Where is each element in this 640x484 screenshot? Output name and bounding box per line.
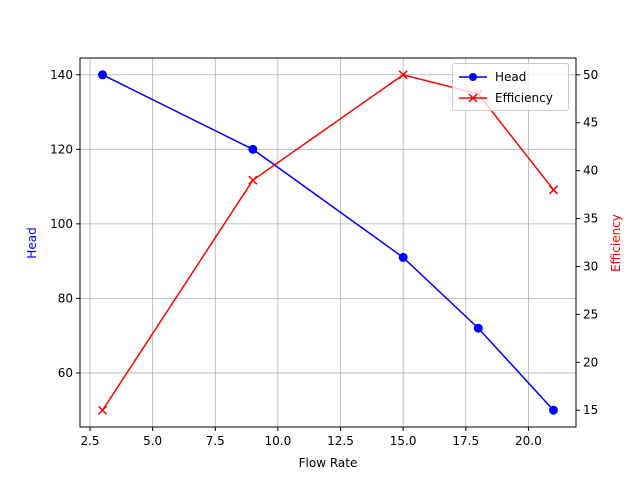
legend-item-efficiency: Efficiency: [459, 88, 553, 108]
svg-text:80: 80: [58, 291, 73, 305]
svg-text:20: 20: [583, 355, 598, 369]
grid-lines: [80, 58, 576, 427]
series-line-efficiency: [101, 73, 555, 411]
x-axis-ticks: 2.5 5.0 7.5 10.0 12.5 15.0 17.5 20.0: [80, 427, 542, 448]
svg-text:60: 60: [58, 366, 73, 380]
svg-text:12.5: 12.5: [327, 434, 354, 448]
legend-label: Head: [495, 70, 527, 84]
series-layer: [98, 70, 558, 415]
data-point: [98, 70, 108, 80]
data-point: [548, 405, 558, 415]
series-line-head: [102, 74, 555, 411]
data-point: [98, 405, 108, 415]
svg-text:25: 25: [583, 307, 598, 321]
svg-text:50: 50: [583, 68, 598, 82]
svg-text:17.5: 17.5: [452, 434, 479, 448]
circle-marker-icon: [459, 73, 487, 81]
svg-text:2.5: 2.5: [80, 434, 99, 448]
svg-text:30: 30: [583, 259, 598, 273]
svg-text:20.0: 20.0: [515, 434, 542, 448]
data-point: [248, 175, 258, 185]
y-axis-label: Head: [25, 227, 39, 258]
y-axis-ticks: 60 80 100 120 140: [50, 68, 80, 380]
plot-frame: [79, 57, 577, 428]
svg-text:15: 15: [583, 403, 598, 417]
y-right-axis-label: Efficiency: [609, 214, 623, 272]
svg-text:140: 140: [50, 68, 73, 82]
svg-text:15.0: 15.0: [390, 434, 417, 448]
svg-text:10.0: 10.0: [265, 434, 292, 448]
data-point: [398, 70, 408, 80]
legend-label: Efficiency: [495, 91, 553, 105]
svg-text:35: 35: [583, 212, 598, 226]
legend: Head Efficiency: [452, 63, 569, 111]
x-marker-icon: [459, 93, 487, 103]
data-point: [248, 144, 258, 154]
svg-text:120: 120: [50, 142, 73, 156]
svg-text:45: 45: [583, 116, 598, 130]
legend-item-head: Head: [459, 67, 526, 87]
svg-text:100: 100: [50, 217, 73, 231]
data-point: [548, 185, 558, 195]
data-point: [398, 252, 408, 262]
svg-text:40: 40: [583, 164, 598, 178]
y-right-axis-ticks: 15 20 25 30 35 40 45 50: [576, 68, 598, 417]
svg-text:5.0: 5.0: [143, 434, 162, 448]
x-axis-label: Flow Rate: [299, 456, 358, 470]
svg-text:7.5: 7.5: [206, 434, 225, 448]
data-point: [473, 323, 483, 333]
